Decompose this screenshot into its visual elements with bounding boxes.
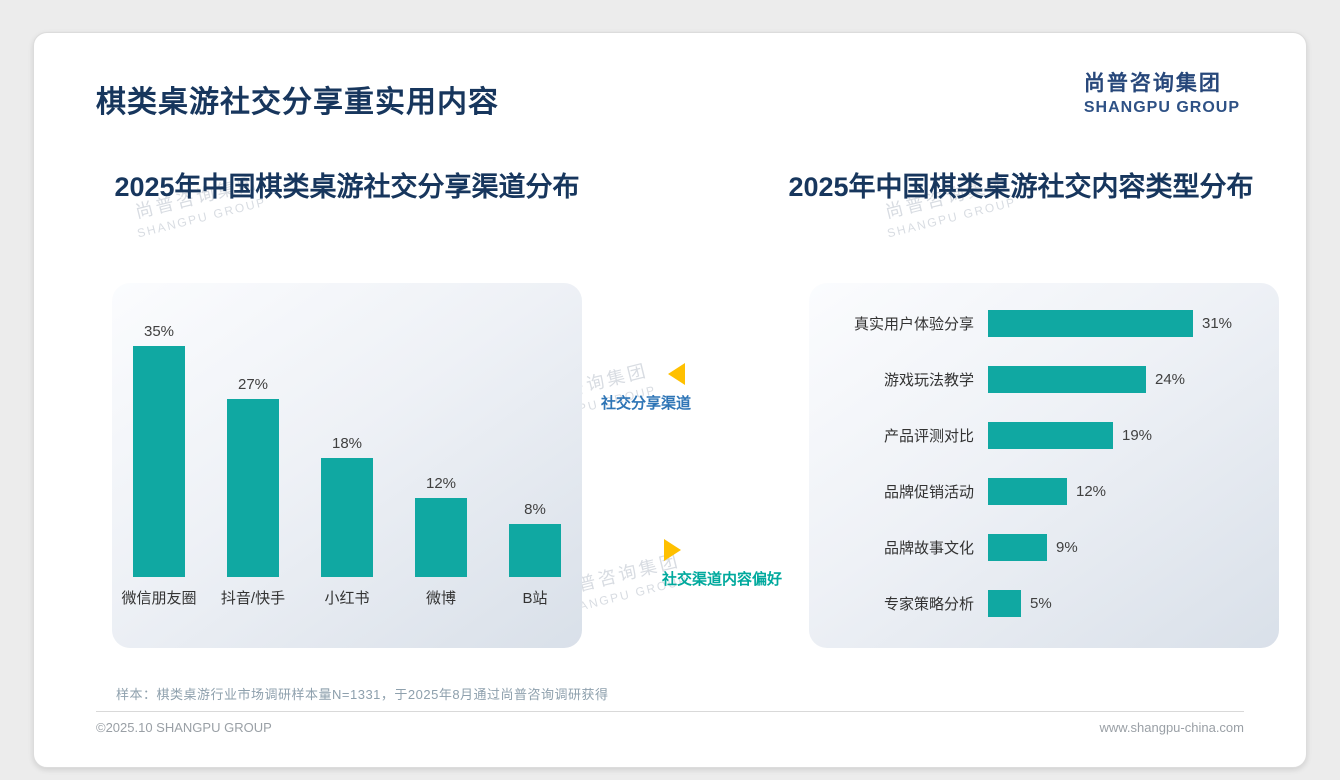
logo-chinese-text: 尚普咨询集团	[1083, 72, 1222, 95]
bar	[509, 524, 561, 577]
footer-copyright: ©2025.10 SHANGPU GROUP	[96, 720, 272, 735]
hbar	[988, 309, 1193, 337]
left-arrow-icon	[668, 363, 685, 385]
page-title: 棋类桌游社交分享重实用内容	[96, 86, 499, 119]
bar-column: 27% 抖音/快手	[206, 376, 300, 608]
bar-column: 18% 小红书	[300, 435, 394, 608]
hbar	[988, 477, 1067, 505]
bar-value-label: 12%	[425, 475, 457, 492]
hbar	[988, 533, 1047, 561]
hbar-category-label: 品牌促销活动	[883, 483, 974, 501]
hbar-value-label: 31%	[1202, 314, 1233, 332]
hbar	[988, 589, 1021, 617]
annotation-content-preference: 社交渠道内容偏好	[662, 539, 782, 589]
bar-category-label: 微博	[425, 590, 456, 607]
hbar	[988, 365, 1146, 393]
annotation-share-channel-label: 社交分享渠道	[601, 395, 692, 412]
bar	[415, 498, 467, 577]
hbar-row: 品牌促销活动 12%	[809, 463, 1279, 519]
bar-value-label: 8%	[524, 501, 546, 518]
hbar-row: 品牌故事文化 9%	[809, 519, 1279, 575]
hbar-value-label: 24%	[1155, 370, 1186, 388]
bar-category-label: 抖音/快手	[220, 590, 286, 607]
bar	[321, 458, 373, 577]
bar-category-label: 微信朋友圈	[121, 590, 197, 607]
bar-value-label: 27%	[237, 376, 269, 393]
hbar-category-label: 产品评测对比	[883, 427, 974, 445]
sample-footnote: 样本：棋类桌游行业市场调研样本量N=1331，于2025年8月通过尚普咨询调研获…	[116, 687, 609, 702]
horizontal-bar-chart: 真实用户体验分享 31% 游戏玩法教学 24% 产品评测对比 19% 品牌促销活动 12% 品牌…	[809, 295, 1279, 631]
footer: ©2025.10 SHANGPU GROUP www.shangpu-china…	[96, 720, 1244, 735]
bar-value-label: 18%	[331, 435, 363, 452]
hbar-category-label: 品牌故事文化	[883, 539, 974, 557]
hbar-row: 产品评测对比 19%	[809, 407, 1279, 463]
annotation-share-channel: 社交分享渠道	[601, 363, 692, 413]
slide-card: 棋类桌游社交分享重实用内容 尚普咨询集团 SHANGPU GROUP 尚普咨询集…	[33, 32, 1307, 768]
hbar-category-label: 真实用户体验分享	[853, 315, 974, 333]
footer-divider	[96, 711, 1244, 712]
footer-website: www.shangpu-china.com	[1099, 720, 1244, 735]
bar-value-label: 35%	[143, 323, 175, 340]
logo-english-text: SHANGPU GROUP	[1083, 99, 1240, 116]
hbar-value-label: 12%	[1076, 482, 1107, 500]
hbar-row: 游戏玩法教学 24%	[809, 351, 1279, 407]
hbar-value-label: 9%	[1056, 538, 1078, 556]
bar-category-label: B站	[522, 590, 548, 607]
content-chart-panel: 真实用户体验分享 31% 游戏玩法教学 24% 产品评测对比 19% 品牌促销活动 12% 品牌…	[809, 283, 1279, 648]
vertical-bar-chart: 35% 微信朋友圈 27% 抖音/快手 18% 小红书 12% 微博 8% B站	[112, 323, 582, 608]
bar-column: 35% 微信朋友圈	[112, 323, 206, 608]
bar	[133, 346, 185, 577]
hbar-category-label: 游戏玩法教学	[883, 371, 974, 389]
left-chart-title: 2025年中国棋类桌游社交分享渠道分布	[114, 172, 580, 202]
hbar-category-label: 专家策略分析	[883, 595, 974, 613]
hbar	[988, 421, 1113, 449]
bar	[227, 399, 279, 577]
bar-column: 8% B站	[488, 501, 582, 608]
right-arrow-icon	[664, 539, 681, 561]
hbar-row: 专家策略分析 5%	[809, 575, 1279, 631]
right-chart-title: 2025年中国棋类桌游社交内容类型分布	[788, 172, 1254, 202]
company-logo: 尚普咨询集团 SHANGPU GROUP	[1084, 67, 1240, 117]
bar-category-label: 小红书	[324, 590, 370, 607]
bar-column: 12% 微博	[394, 475, 488, 608]
hbar-value-label: 5%	[1030, 594, 1052, 612]
hbar-row: 真实用户体验分享 31%	[809, 295, 1279, 351]
hbar-value-label: 19%	[1122, 426, 1153, 444]
annotation-content-preference-label: 社交渠道内容偏好	[662, 571, 783, 588]
channel-chart-panel: 35% 微信朋友圈 27% 抖音/快手 18% 小红书 12% 微博 8% B站	[112, 283, 582, 648]
